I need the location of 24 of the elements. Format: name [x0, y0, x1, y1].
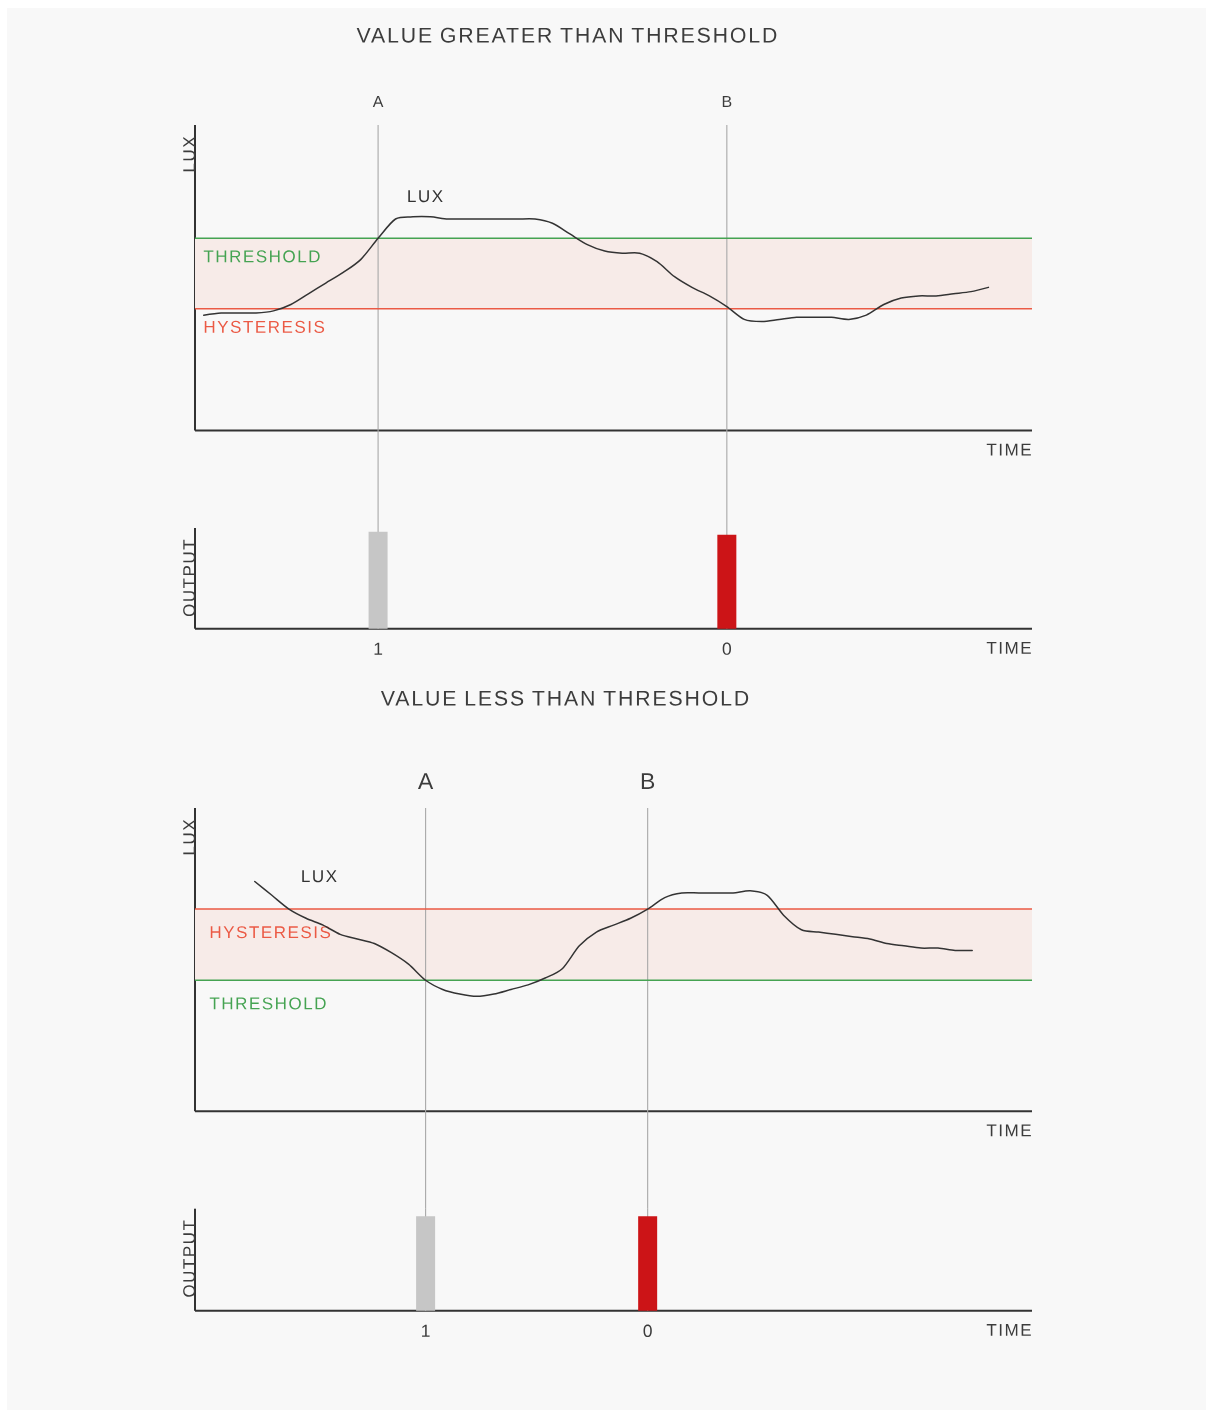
y-axis-title: OUTPUT	[183, 539, 196, 617]
ref-line-label: HYSTERESIS	[204, 320, 325, 333]
ref-line-label: THRESHOLD	[209, 997, 326, 1010]
x-tick-label: 1	[374, 642, 383, 655]
x-tick-label: B	[722, 95, 732, 107]
x-axis-title: TIME	[986, 1324, 1031, 1336]
x-axis-title: TIME	[986, 443, 1031, 456]
series-label: LUX	[408, 190, 443, 203]
ref-line-label: THRESHOLD	[203, 250, 320, 263]
y-axis-title: OUTPUT	[183, 1220, 196, 1297]
x-tick-label: A	[372, 95, 384, 107]
x-tick-label: 0	[643, 1324, 652, 1337]
ref-line-label: HYSTERESIS	[210, 926, 331, 939]
x-tick-label: 0	[722, 642, 731, 655]
x-tick-label: 1	[422, 1324, 430, 1337]
x-tick-label: A	[417, 773, 434, 789]
x-axis-title: TIME	[986, 642, 1031, 654]
y-axis-title: LUX	[183, 136, 196, 172]
x-axis-title: TIME	[986, 1124, 1031, 1137]
x-tick-label: B	[641, 773, 655, 789]
y-axis-title: LUX	[183, 819, 196, 855]
chart-title: VALUE LESS THAN THRESHOLD	[380, 690, 749, 706]
series-label: LUX	[302, 870, 337, 883]
chart-title: VALUE GREATER THAN THRESHOLD	[356, 27, 777, 43]
